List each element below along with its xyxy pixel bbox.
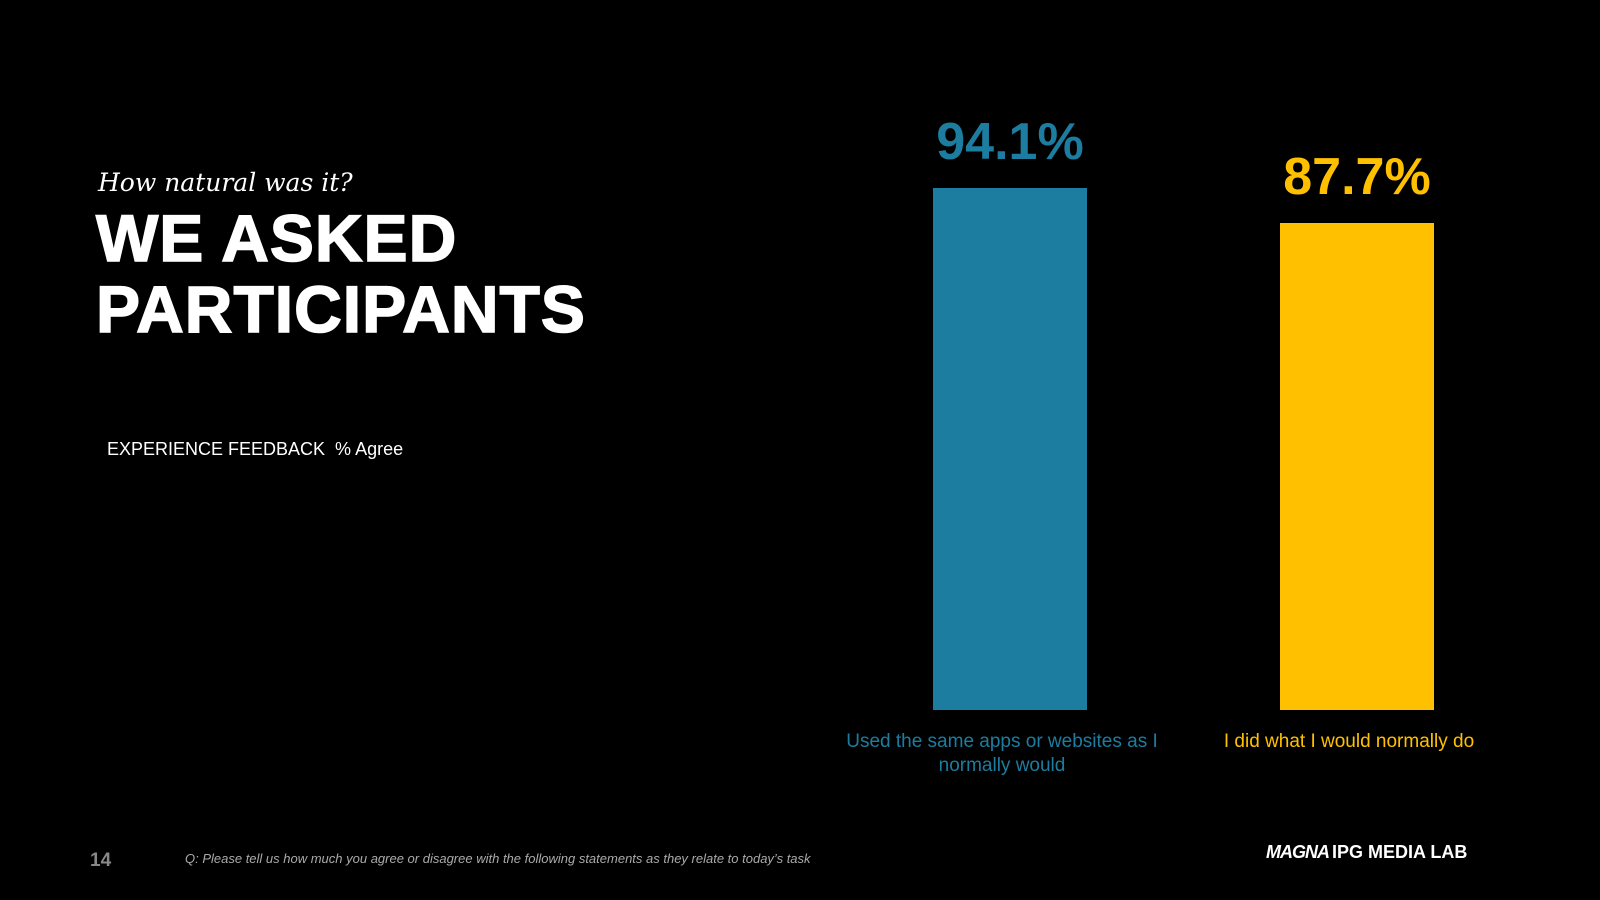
- title: WE ASKED PARTICIPANTS: [95, 201, 586, 346]
- page-number: 14: [90, 850, 112, 871]
- value-label: 87.7%: [1283, 148, 1431, 207]
- category-label: I did what I would normally do: [1223, 731, 1475, 752]
- bar: [933, 187, 1087, 710]
- chart-title: EXPERIENCE FEEDBACK % Agree: [107, 439, 404, 459]
- value-label: 94.1%: [936, 112, 1084, 171]
- footnote: Q: Please tell us how much you agree or …: [185, 851, 811, 866]
- subtitle: How natural was it?: [98, 168, 353, 197]
- logo: MAGNA: [1266, 842, 1330, 862]
- category-label: Used the same apps or websites as I norm…: [846, 731, 1158, 776]
- bar: [1280, 223, 1434, 710]
- brand: IPG MEDIA LAB: [1332, 842, 1468, 862]
